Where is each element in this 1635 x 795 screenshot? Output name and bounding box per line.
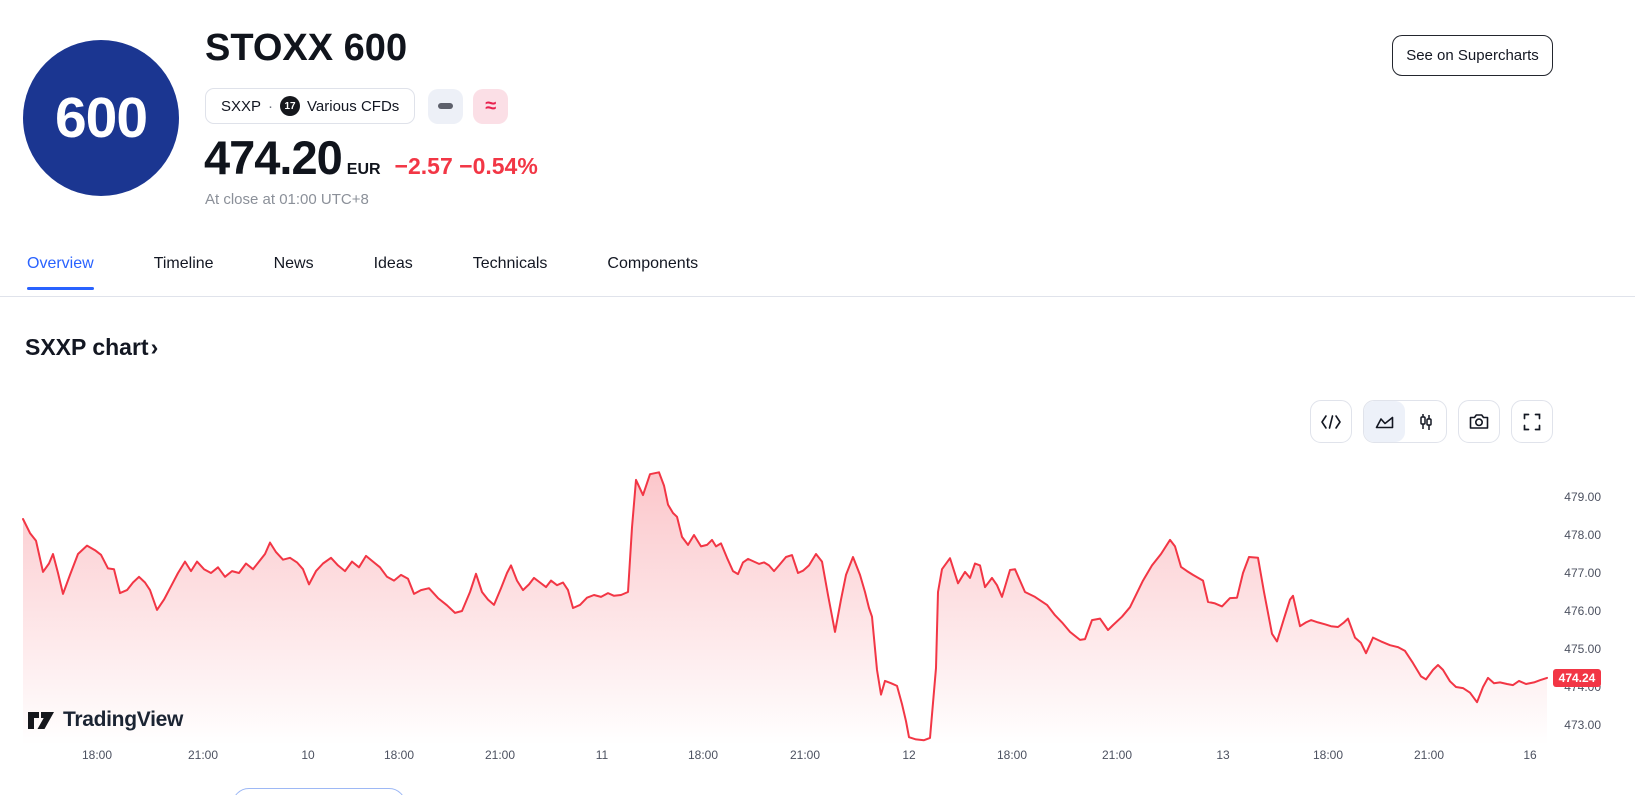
fullscreen-icon [1523, 413, 1541, 430]
symbol-ticker: SXXP [221, 97, 262, 115]
time-axis-label: 18:00 [687, 748, 719, 762]
time-axis-label: 21:00 [484, 748, 516, 762]
tradingview-watermark[interactable]: TradingView [28, 708, 183, 732]
code-widget-button[interactable] [1310, 400, 1352, 443]
tradingview-watermark-text: TradingView [63, 708, 184, 731]
price-axis-label: 478.00 [1564, 528, 1601, 542]
tab-components[interactable]: Components [607, 255, 699, 272]
snapshot-button[interactable] [1458, 400, 1500, 443]
tab-technicals[interactable]: Technicals [472, 255, 548, 272]
cfd-approx-icon: ≈ [485, 94, 497, 117]
instrument-logo: 600 [23, 40, 179, 196]
time-axis-label: 18:00 [81, 748, 113, 762]
camera-icon [1469, 414, 1489, 429]
code-icon [1321, 414, 1341, 429]
tabs-divider [0, 296, 1635, 297]
time-axis-label: 18:00 [1312, 748, 1344, 762]
chart-style-switcher [1363, 400, 1447, 443]
price-axis-label: 479.00 [1564, 490, 1601, 504]
change-absolute: −2.57 [394, 153, 453, 179]
tab-bar: Overview Timeline News Ideas Technicals Compo… [27, 255, 758, 290]
tab-ideas[interactable]: Ideas [373, 255, 413, 272]
fullscreen-button[interactable] [1511, 400, 1553, 443]
time-axis-label: 21:00 [789, 748, 821, 762]
price-line [22, 471, 1548, 742]
cfd-status-button[interactable]: ≈ [473, 88, 509, 124]
candles-chart-style-button[interactable] [1405, 401, 1446, 442]
time-axis-label: 18:00 [383, 748, 415, 762]
time-axis-label: 21:00 [187, 748, 219, 762]
provider-label: Various CFDs [307, 97, 400, 115]
time-axis-label: 16 [1523, 748, 1537, 762]
tab-overview[interactable]: Overview [27, 255, 94, 290]
price-axis-label: 476.00 [1564, 604, 1601, 618]
area-fill [23, 472, 1547, 745]
price-axis-label: 477.00 [1564, 566, 1601, 580]
candles-icon [1419, 413, 1432, 430]
area-chart-icon [1375, 416, 1394, 428]
section-heading[interactable]: SXXP chart› [25, 334, 158, 361]
bottom-partial-button[interactable] [232, 788, 406, 795]
time-axis-label: 12 [902, 748, 916, 762]
symbol-badge[interactable]: SXXP · 17 Various CFDs [205, 88, 416, 124]
time-axis-label: 21:00 [1101, 748, 1133, 762]
tab-news[interactable]: News [273, 255, 314, 272]
price-axis-label: 473.00 [1564, 718, 1601, 732]
time-axis-label: 10 [301, 748, 315, 762]
instrument-logo-text: 600 [54, 86, 148, 150]
chart-toolbar [1310, 400, 1553, 443]
price-axis-label: 475.00 [1564, 642, 1601, 656]
time-axis-label: 18:00 [996, 748, 1028, 762]
see-on-supercharts-button[interactable]: See on Supercharts [1392, 35, 1553, 76]
time-axis-label: 11 [595, 748, 609, 762]
last-price-badge: 474.24 [1553, 668, 1601, 687]
tradingview-mark-icon [28, 711, 54, 729]
page-title: STOXX 600 [205, 27, 408, 69]
symbol-row: SXXP · 17 Various CFDs ≈ [205, 88, 509, 124]
price-row: 474.20 EUR −2.57 −0.54% [204, 130, 538, 185]
separator-dot: · [268, 97, 274, 115]
close-time-note: At close at 01:00 UTC+8 [205, 191, 369, 208]
last-price: 474.20 [204, 131, 343, 184]
change-percent: −0.54% [459, 153, 538, 179]
tradingview-logo-icon: 17 [280, 96, 301, 116]
market-closed-icon [438, 103, 454, 109]
currency-label: EUR [346, 161, 381, 178]
chevron-right-icon: › [150, 334, 159, 360]
section-heading-text: SXXP chart [25, 334, 149, 360]
time-axis-label: 21:00 [1413, 748, 1445, 762]
market-closed-status-button[interactable] [428, 88, 464, 124]
area-chart-style-button[interactable] [1364, 401, 1405, 442]
tab-timeline[interactable]: Timeline [153, 255, 214, 272]
time-axis-label: 13 [1216, 748, 1230, 762]
price-change: −2.57 −0.54% [395, 153, 538, 180]
